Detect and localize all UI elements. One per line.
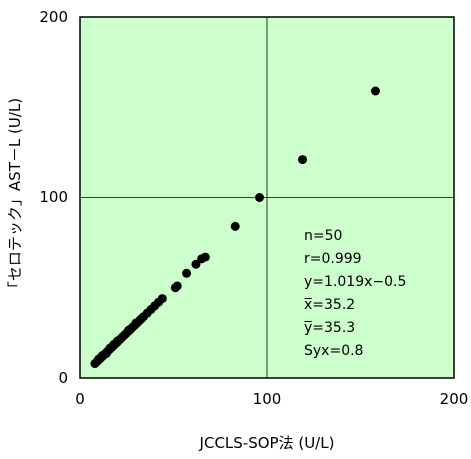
stat-n: n=50 — [304, 228, 342, 244]
x-tick-label: 0 — [75, 390, 85, 408]
stat-mean-x: x̅=35.2 — [304, 297, 356, 313]
data-point — [200, 252, 210, 262]
y-axis-label: 「セロテック」AST－L (U/L) — [6, 98, 24, 296]
y-tick-label: 0 — [58, 369, 68, 387]
y-tick-label: 200 — [39, 8, 68, 26]
stat-syx: Syx=0.8 — [304, 343, 363, 359]
y-tick-label: 100 — [39, 188, 68, 206]
data-point — [172, 281, 182, 291]
x-tick-label: 100 — [253, 390, 282, 408]
data-point — [182, 268, 192, 278]
data-points — [90, 86, 380, 369]
data-point — [124, 325, 134, 335]
data-point — [112, 336, 122, 346]
data-point — [298, 155, 308, 165]
statistics-box: n=50 r=0.999 y=1.019x−0.5 x̅=35.2 y̅=35.… — [304, 228, 407, 359]
data-point — [255, 193, 265, 202]
data-point — [230, 221, 240, 231]
data-point — [131, 318, 141, 328]
stat-mean-y: y̅=35.3 — [304, 320, 356, 336]
stat-r: r=0.999 — [304, 251, 362, 267]
data-point — [191, 259, 201, 269]
data-point — [105, 343, 115, 353]
data-point — [157, 294, 167, 304]
x-axis-label: JCCLS-SOP法 (U/L) — [199, 434, 335, 452]
stat-regression: y=1.019x−0.5 — [304, 274, 406, 290]
x-tick-label: 200 — [440, 390, 469, 408]
data-point — [370, 86, 380, 96]
